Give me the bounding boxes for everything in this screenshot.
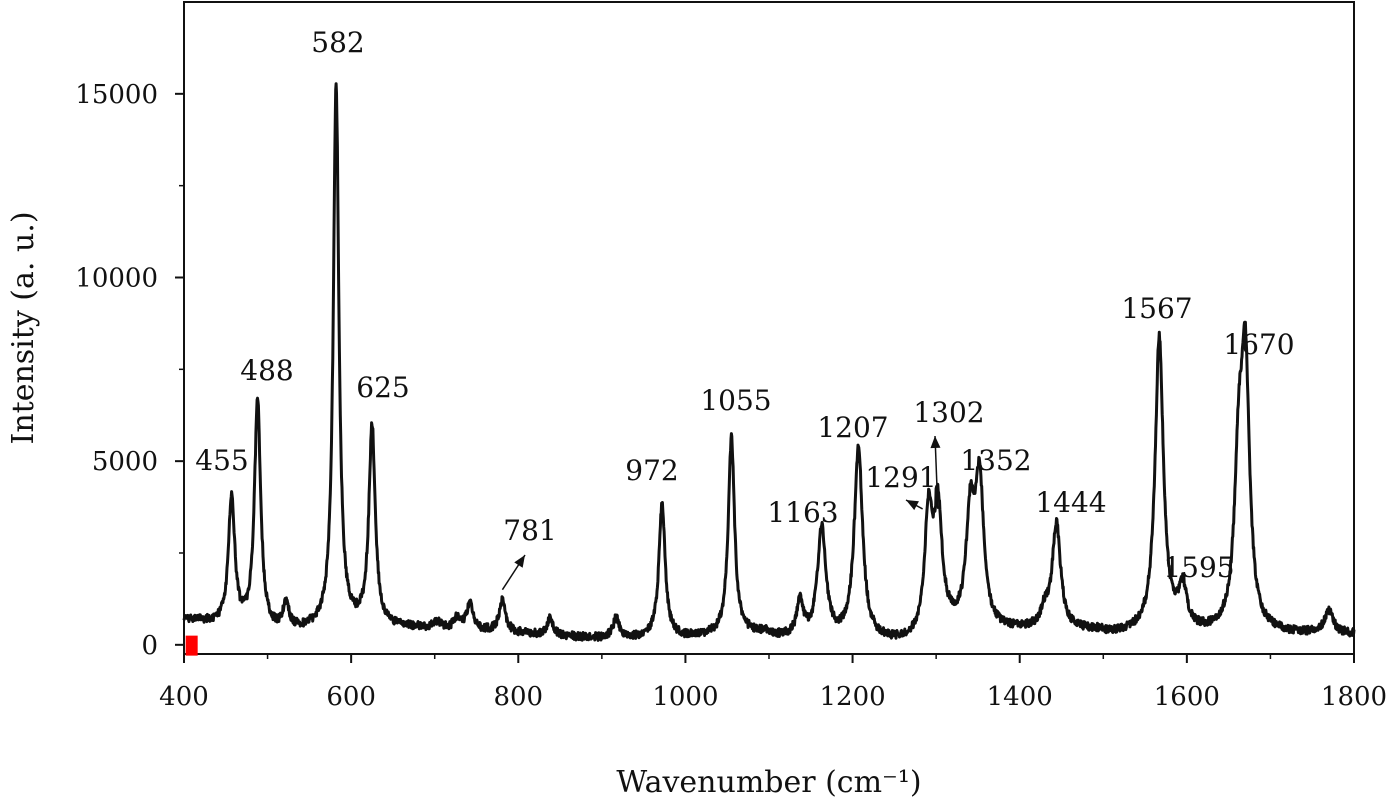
peak-label-455: 455 xyxy=(195,444,248,477)
x-axis-title: Wavenumber (cm⁻¹) xyxy=(616,765,921,800)
y-tick-label: 5000 xyxy=(92,447,158,477)
peak-label-1291: 1291 xyxy=(865,461,936,494)
x-tick-label: 1600 xyxy=(1154,682,1220,712)
arrow-781-head xyxy=(514,555,525,568)
y-axis-title: Intensity (a. u.) xyxy=(6,211,41,444)
arrow-1291-head xyxy=(906,500,919,511)
peak-label-1207: 1207 xyxy=(817,411,888,444)
peak-label-1567: 1567 xyxy=(1121,292,1192,325)
y-tick-label: 10000 xyxy=(75,263,158,293)
peak-label-488: 488 xyxy=(240,354,293,387)
x-tick-label: 1000 xyxy=(652,682,718,712)
peak-label-972: 972 xyxy=(625,454,678,487)
x-tick-label: 1800 xyxy=(1321,682,1387,712)
baseline-marker xyxy=(185,635,198,656)
x-tick-label: 400 xyxy=(159,682,209,712)
ticks: 400 600 800 1000 1200 1400 1600 1800 0 5000 10000 1… xyxy=(75,80,1387,712)
peak-label-1163: 1163 xyxy=(767,496,838,529)
arrow-1302-head xyxy=(930,436,941,449)
x-tick-label: 600 xyxy=(326,682,376,712)
peak-label-625: 625 xyxy=(356,371,409,404)
x-tick-label: 1400 xyxy=(987,682,1053,712)
peak-label-1352: 1352 xyxy=(960,444,1031,477)
y-tick-label: 0 xyxy=(141,631,158,661)
peak-label-781: 781 xyxy=(503,514,556,547)
peak-label-1444: 1444 xyxy=(1035,486,1106,519)
peak-label-1302: 1302 xyxy=(913,396,984,429)
x-tick-label: 800 xyxy=(493,682,543,712)
y-tick-label: 15000 xyxy=(75,80,158,110)
peak-label-582: 582 xyxy=(311,26,364,59)
peak-label-1670: 1670 xyxy=(1223,328,1294,361)
peak-labels: 455 488 582 625 781 972 1055 1163 1207 1291 1302 13… xyxy=(195,26,1295,591)
spectrum-line xyxy=(182,82,1356,642)
arrow-1302-line xyxy=(934,435,939,509)
peak-label-1595: 1595 xyxy=(1163,551,1234,584)
series xyxy=(182,82,1356,656)
x-tick-label: 1200 xyxy=(819,682,885,712)
peak-label-1055: 1055 xyxy=(700,384,771,417)
